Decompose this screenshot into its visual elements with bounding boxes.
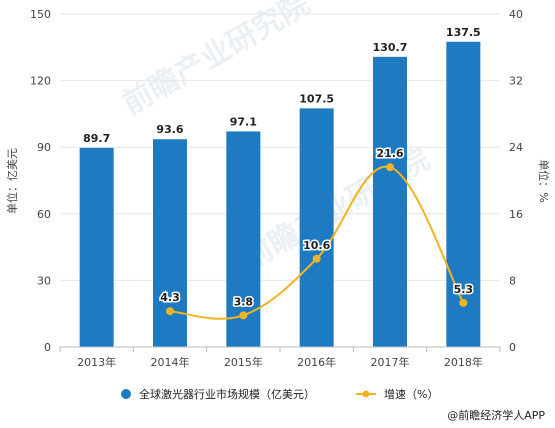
left-axis-title: 单位：亿美元	[5, 148, 19, 214]
left-tick-label: 90	[37, 141, 51, 154]
x-tick-label: 2013年	[77, 355, 116, 369]
right-tick-label: 24	[509, 141, 523, 154]
left-tick-label: 120	[30, 75, 51, 88]
x-tick-label: 2018年	[444, 355, 483, 369]
bar	[79, 147, 114, 347]
bar-value-label: 93.6	[156, 123, 183, 136]
growth-value-label: 4.3	[160, 291, 180, 304]
gridlines	[60, 13, 500, 281]
growth-line	[169, 165, 465, 320]
left-tick-label: 30	[37, 274, 51, 287]
bar	[373, 56, 407, 347]
growth-point	[312, 254, 321, 263]
right-tick-label: 32	[509, 75, 523, 88]
legend-line-label: 增速（%）	[384, 387, 438, 401]
axes: 0 0 30 8 60 16 90 24 120 32 150 40 2013年 2014年 2015年 20…	[30, 8, 523, 369]
source-credit: @前瞻经济学人APP	[447, 408, 545, 422]
x-tick-label: 2017年	[371, 355, 410, 369]
legend-line-dot	[362, 390, 370, 398]
growth-point	[459, 298, 468, 307]
bar	[299, 108, 334, 347]
watermark-text: 前瞻产业研究院	[117, 0, 316, 122]
left-tick-label: 0	[44, 341, 51, 354]
growth-value-label: 10.6	[303, 239, 330, 252]
right-axis-title: 单位：%	[537, 159, 551, 202]
bar	[446, 41, 481, 347]
x-tick-label: 2016年	[297, 355, 336, 369]
bar-value-label: 137.5	[446, 26, 481, 39]
growth-point	[239, 311, 248, 320]
right-tick-label: 8	[509, 274, 516, 287]
line-series	[166, 163, 468, 320]
growth-value-label: 3.8	[234, 295, 254, 308]
growth-point	[386, 163, 394, 172]
x-tick-label: 2015年	[224, 355, 263, 369]
x-tick-label: 2014年	[151, 355, 190, 369]
growth-point	[166, 307, 174, 316]
legend: 全球激光器行业市场规模（亿美元） 增速（%）	[121, 387, 438, 401]
legend-bar-label: 全球激光器行业市场规模（亿美元）	[139, 387, 315, 401]
left-tick-label: 150	[30, 8, 51, 21]
right-tick-label: 16	[509, 208, 523, 221]
growth-value-label: 5.3	[454, 283, 474, 296]
right-tick-label: 40	[509, 8, 523, 21]
legend-bar-marker	[121, 389, 131, 399]
bar	[153, 139, 187, 347]
bar-value-label: 107.5	[299, 92, 334, 105]
bar-value-label: 130.7	[373, 41, 408, 54]
bar-value-label: 97.1	[230, 115, 257, 128]
left-tick-label: 60	[37, 208, 51, 221]
bar-series	[79, 41, 481, 347]
data-labels: 89.7 93.6 97.1 107.5 130.7 137.5 4.3 3.8 10.6 21.…	[83, 26, 481, 310]
bar-value-label: 89.7	[83, 132, 110, 145]
growth-value-label: 21.6	[376, 147, 403, 160]
right-tick-label: 0	[509, 341, 516, 354]
